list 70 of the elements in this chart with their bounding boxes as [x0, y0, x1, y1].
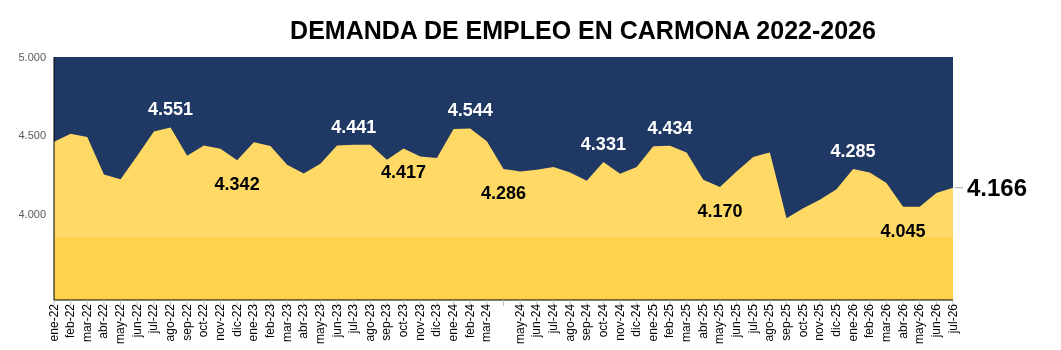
data-label: 4.544 [447, 100, 493, 121]
x-tick-label: abr-23 [296, 303, 311, 339]
x-tick-label: jul-26 [945, 303, 960, 335]
x-tick-label: sep-23 [379, 303, 394, 341]
x-tick-label: jun-23 [329, 303, 344, 339]
data-label: 4.285 [830, 141, 876, 162]
x-tick-label: ago-24 [562, 303, 577, 342]
x-tick-label: jul-24 [545, 303, 560, 335]
x-tick-label: may-23 [312, 303, 327, 345]
x-tick-label: jul-23 [346, 303, 361, 335]
x-tick-label: dic-23 [429, 303, 444, 337]
x-tick-label: ene-26 [845, 303, 860, 342]
x-tick-label: mar-22 [79, 303, 94, 343]
x-tick-label: abr-26 [895, 303, 910, 339]
data-label: 4.417 [381, 162, 427, 183]
x-tick-label: feb-23 [262, 303, 277, 339]
x-tick-label: sep-22 [179, 303, 194, 341]
x-tick-label: ene-24 [446, 303, 461, 342]
x-tick-label: ago-22 [163, 303, 178, 342]
chart-title: DEMANDA DE EMPLEO EN CARMONA 2022-2026 [289, 16, 877, 45]
x-tick-label: oct-24 [595, 303, 610, 338]
x-tick-label: may-25 [712, 303, 727, 345]
data-label: 4.166 [967, 174, 1028, 202]
x-tick-label: sep-24 [579, 303, 594, 341]
x-tick-label: sep-25 [779, 303, 794, 341]
x-tick-label: ene-23 [246, 303, 261, 342]
x-tick-label: feb-25 [662, 303, 677, 339]
x-tick-label: jun-26 [928, 303, 943, 339]
x-tick-label: nov-23 [412, 303, 427, 341]
x-tick-label: mar-26 [878, 303, 893, 343]
x-tick-label: dic-24 [629, 303, 644, 337]
x-tick-label: jul-22 [146, 303, 161, 335]
y-tick-label: 5.000 [18, 50, 46, 63]
data-label: 4.441 [331, 116, 377, 137]
x-tick-label: dic-22 [229, 303, 244, 337]
y-tick-label: 4.000 [18, 207, 46, 220]
x-tick-label: ago-23 [362, 303, 377, 342]
data-label: 4.170 [697, 201, 743, 222]
x-tick-label: ene-22 [46, 303, 61, 342]
data-label: 4.286 [480, 182, 527, 203]
x-tick-label: nov-24 [612, 303, 627, 341]
x-tick-label: may-22 [113, 303, 128, 345]
data-label: 4.551 [148, 99, 194, 120]
x-tick-label: nov-22 [213, 303, 227, 341]
x-tick-label: oct-25 [795, 303, 810, 338]
x-tick-label: may-24 [512, 303, 527, 345]
x-tick-label: jun-25 [729, 303, 744, 339]
x-tick-label: may-26 [912, 303, 927, 345]
data-label: 4.045 [880, 220, 926, 241]
x-tick-label: feb-24 [462, 303, 477, 339]
x-tick-label: feb-26 [862, 303, 877, 339]
data-label: 4.434 [647, 117, 693, 138]
x-tick-label: mar-24 [479, 303, 494, 343]
x-tick-label: ene-25 [645, 303, 660, 342]
x-tick-label: nov-25 [812, 303, 827, 341]
x-tick-label: jun-24 [529, 303, 544, 339]
x-tick-label: abr-22 [96, 303, 111, 339]
x-tick-label: ago-25 [762, 303, 777, 342]
data-label: 4.331 [580, 133, 626, 154]
x-tick-label: oct-22 [196, 303, 211, 338]
y-tick-label: 4.500 [18, 129, 46, 142]
x-tick-label: dic-25 [828, 303, 843, 337]
x-tick-label: mar-25 [679, 303, 694, 343]
data-label: 4.342 [214, 174, 260, 195]
x-tick-label: jun-22 [129, 303, 144, 339]
x-tick-label: abr-25 [695, 303, 710, 339]
x-tick-label: feb-22 [63, 303, 78, 339]
x-tick-label: mar-23 [279, 303, 294, 343]
x-tick-label: jul-25 [745, 303, 760, 335]
x-tick-label: oct-23 [396, 303, 411, 338]
